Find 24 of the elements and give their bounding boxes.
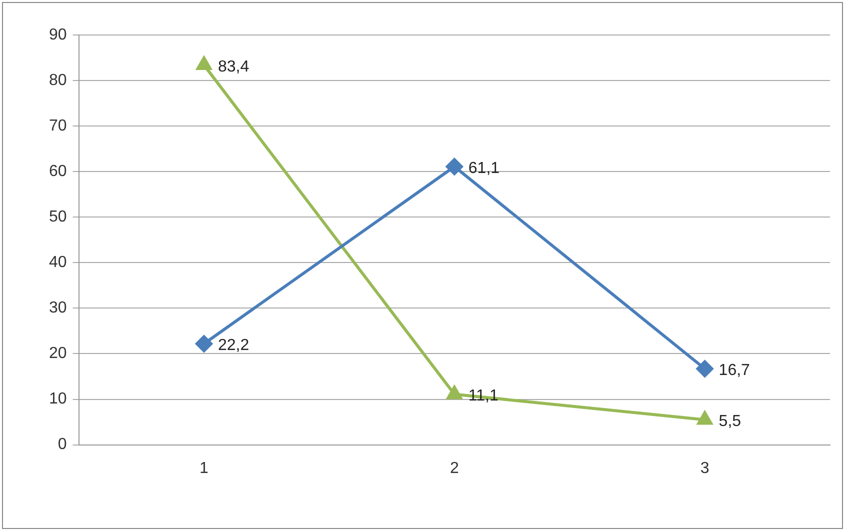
point [697, 411, 712, 425]
y-tick-label: 20 [49, 345, 67, 362]
data-label: 83,4 [218, 58, 250, 76]
data-label: 5,5 [718, 413, 742, 430]
point [196, 335, 212, 352]
data-label: 22,2 [218, 337, 250, 354]
x-tick-label: 3 [700, 460, 710, 477]
point [196, 56, 212, 70]
point [446, 386, 462, 400]
y-tick-label: 40 [49, 254, 67, 272]
data-label: 16,7 [718, 362, 750, 380]
x-tick-label: 1 [200, 460, 209, 477]
y-tick-label: 10 [49, 390, 67, 408]
x-tick-label: 2 [450, 460, 459, 477]
y-tick-label: 50 [49, 208, 67, 226]
y-tick-label: 80 [49, 72, 67, 89]
y-tick-label: 70 [49, 117, 67, 134]
y-tick-label: 30 [49, 300, 67, 317]
y-tick-label: 0 [58, 436, 67, 454]
y-tick-label: 90 [49, 26, 67, 44]
data-label: 61,1 [468, 160, 500, 177]
point [696, 360, 714, 378]
y-tick-label: 60 [49, 163, 67, 180]
point [446, 158, 463, 176]
